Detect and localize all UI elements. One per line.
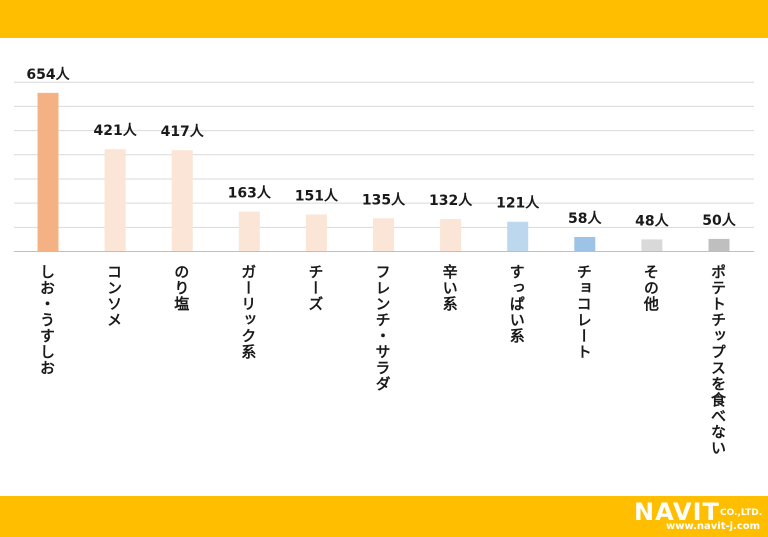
category-label: ポテトチップスを食べない — [709, 264, 727, 456]
bar — [37, 92, 59, 252]
gridlines — [14, 81, 754, 228]
footer-band — [0, 496, 768, 537]
category-label: チーズ — [306, 264, 325, 312]
bar — [507, 221, 529, 251]
category-label: ガーリック系 — [239, 264, 258, 360]
data-label: 121人 — [496, 195, 540, 212]
value-labels: 654人 421人 417人 163人 151人 135人 132人 121人 58人 48人 50… — [26, 66, 736, 230]
bar — [238, 211, 260, 251]
logo-text: NAVIT — [634, 498, 720, 526]
bar — [440, 219, 462, 251]
category-label: すっぱい系 — [507, 264, 526, 344]
logo-url: www.navit-j.com — [666, 521, 761, 532]
bar — [373, 218, 394, 251]
data-label: 654人 — [26, 66, 70, 83]
bar — [171, 150, 193, 251]
bar — [104, 149, 126, 251]
data-label: 417人 — [161, 123, 205, 140]
bar — [641, 239, 663, 251]
header-band — [0, 0, 768, 38]
data-label: 163人 — [228, 185, 272, 202]
data-label: 151人 — [295, 187, 339, 204]
navit-logo: NAVIT CO.,LTD. www.navit-j.com — [634, 498, 764, 534]
category-label: チョコレート — [574, 264, 593, 360]
data-label: 48人 — [635, 212, 669, 229]
data-label: 58人 — [568, 210, 602, 227]
bar — [574, 236, 596, 251]
logo-suffix: CO.,LTD. — [720, 508, 763, 518]
category-label: フレンチ・サラダ — [373, 264, 392, 392]
data-label: 135人 — [362, 191, 406, 208]
data-label: 50人 — [702, 212, 736, 229]
category-label: コンソメ — [105, 264, 124, 328]
bars — [37, 92, 730, 252]
bar — [708, 238, 730, 251]
data-label: 421人 — [93, 122, 137, 139]
category-label: しお・うすしお — [38, 264, 56, 376]
data-label: 132人 — [429, 192, 473, 209]
category-label: その他 — [641, 264, 660, 312]
bar — [305, 214, 327, 251]
category-label: 辛い系 — [440, 264, 459, 312]
category-label: のり塩 — [172, 264, 191, 312]
